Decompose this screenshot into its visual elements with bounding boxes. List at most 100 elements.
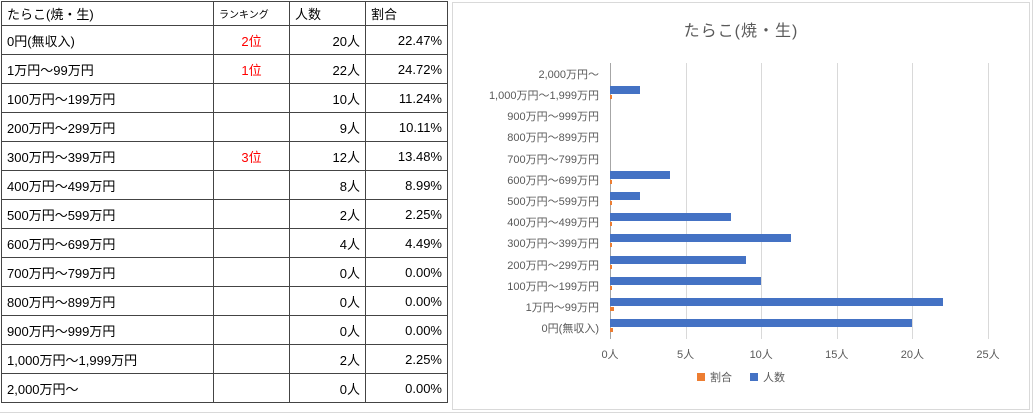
percent-bar[interactable] <box>610 94 612 99</box>
chart-plot-area[interactable] <box>610 63 989 339</box>
percent-bar[interactable] <box>610 328 614 333</box>
cell-category[interactable]: 700万円〜799万円 <box>1 257 214 287</box>
cell-percent[interactable]: 0.00% <box>365 315 448 345</box>
count-bar[interactable] <box>610 170 671 179</box>
header-rank[interactable]: ランキング <box>213 1 290 26</box>
cell-rank[interactable]: 3位 <box>213 141 290 171</box>
x-tick-label: 10人 <box>749 349 773 361</box>
cell-rank[interactable] <box>213 170 290 200</box>
cell-percent[interactable]: 11.24% <box>365 83 448 113</box>
cell-rank[interactable] <box>213 315 290 345</box>
chart-title[interactable]: たらこ(焼・生) <box>683 23 799 40</box>
cell-percent[interactable]: 0.00% <box>365 286 448 316</box>
cell-category[interactable]: 800万円〜899万円 <box>1 286 214 316</box>
cell-percent[interactable]: 2.25% <box>365 344 448 374</box>
cell-count[interactable]: 0人 <box>289 286 366 316</box>
cell-percent[interactable]: 4.49% <box>365 228 448 258</box>
cell-percent[interactable]: 2.25% <box>365 199 448 229</box>
count-bar[interactable] <box>610 319 913 328</box>
cell-count[interactable]: 8人 <box>289 170 366 200</box>
cell-count[interactable]: 20人 <box>289 25 366 55</box>
cell-rank[interactable] <box>213 83 290 113</box>
table-row: 500万円〜599万円 2人 2.25% <box>1 199 448 229</box>
cell-category[interactable]: 0円(無収入) <box>1 25 214 55</box>
cell-category[interactable]: 200万円〜299万円 <box>1 112 214 142</box>
percent-bar[interactable] <box>610 243 613 248</box>
cell-rank[interactable] <box>213 112 290 142</box>
header-percent[interactable]: 割合 <box>365 1 448 26</box>
cell-rank[interactable] <box>213 257 290 287</box>
cell-category[interactable]: 500万円〜599万円 <box>1 199 214 229</box>
cell-count[interactable]: 0人 <box>289 373 366 403</box>
cell-category[interactable]: 900万円〜999万円 <box>1 315 214 345</box>
percent-bar[interactable] <box>610 285 612 290</box>
table-row: 900万円〜999万円 0人 0.00% <box>1 315 448 345</box>
cell-count[interactable]: 4人 <box>289 228 366 258</box>
count-bar[interactable] <box>610 213 731 222</box>
cell-count[interactable]: 10人 <box>289 83 366 113</box>
count-bar[interactable] <box>610 276 762 285</box>
cell-rank[interactable] <box>213 373 290 403</box>
cell-rank[interactable]: 2位 <box>213 25 290 55</box>
cell-count[interactable]: 0人 <box>289 257 366 287</box>
cell-count[interactable]: 22人 <box>289 54 366 84</box>
percent-bar[interactable] <box>610 264 612 269</box>
chart-legend: 割合 人数 <box>453 369 1029 385</box>
count-bar[interactable] <box>610 255 747 264</box>
legend-item[interactable]: 人数 <box>750 369 785 385</box>
header-count[interactable]: 人数 <box>289 1 366 26</box>
cell-percent[interactable]: 22.47% <box>365 25 448 55</box>
cell-percent[interactable]: 0.00% <box>365 257 448 287</box>
bar-chart[interactable]: たらこ(焼・生) 0円(無収入) 1万円〜99万円 100万円〜199万円 200万円… <box>452 2 1030 410</box>
cell-percent[interactable]: 0.00% <box>365 373 448 403</box>
count-bar[interactable] <box>610 192 641 200</box>
category-label: 700万円〜799万円 <box>507 153 599 166</box>
cell-count[interactable]: 0人 <box>289 315 366 345</box>
category-label: 1,000万円〜1,999万円 <box>488 89 599 102</box>
table-header-row: たらこ(焼・生) ランキング 人数 割合 <box>1 1 448 26</box>
gridline <box>836 63 838 339</box>
count-bar[interactable] <box>610 85 641 94</box>
gridline <box>685 63 687 339</box>
percent-bar[interactable] <box>610 222 612 227</box>
legend-label: 人数 <box>763 372 785 384</box>
cell-rank[interactable] <box>213 228 290 258</box>
cell-rank[interactable] <box>213 344 290 374</box>
table-row: 2,000万円〜 0人 0.00% <box>1 373 448 403</box>
cell-category[interactable]: 400万円〜499万円 <box>1 170 214 200</box>
cell-rank[interactable] <box>213 286 290 316</box>
table-row: 100万円〜199万円 10人 11.24% <box>1 83 448 113</box>
percent-bar[interactable] <box>610 201 612 205</box>
percent-bar[interactable] <box>610 307 614 312</box>
legend-label: 割合 <box>710 372 732 384</box>
cell-rank[interactable] <box>213 199 290 229</box>
table-row: 0円(無収入) 2位 20人 22.47% <box>1 25 448 55</box>
category-label: 800万円〜899万円 <box>507 132 599 145</box>
cell-category[interactable]: 600万円〜699万円 <box>1 228 214 258</box>
cell-percent[interactable]: 8.99% <box>365 170 448 200</box>
cell-category[interactable]: 1,000万円〜1,999万円 <box>1 344 214 374</box>
cell-percent[interactable]: 10.11% <box>365 112 448 142</box>
legend-item[interactable]: 割合 <box>697 369 732 385</box>
percent-bar[interactable] <box>610 179 612 184</box>
cell-category[interactable]: 300万円〜399万円 <box>1 141 214 171</box>
cell-count[interactable]: 12人 <box>289 141 366 171</box>
category-label: 900万円〜999万円 <box>507 111 599 124</box>
cell-category[interactable]: 1万円〜99万円 <box>1 54 214 84</box>
gridline <box>761 63 763 339</box>
cell-count[interactable]: 2人 <box>289 344 366 374</box>
cell-percent[interactable]: 13.48% <box>365 141 448 171</box>
income-distribution-table: たらこ(焼・生) ランキング 人数 割合 0円(無収入) 2位 20人 22.47% 1… <box>1 1 448 403</box>
cell-category[interactable]: 2,000万円〜 <box>1 373 214 403</box>
x-tick-label: 25人 <box>976 349 1000 361</box>
cell-count[interactable]: 2人 <box>289 199 366 229</box>
header-category[interactable]: たらこ(焼・生) <box>1 1 214 26</box>
x-tick-label: 15人 <box>825 349 849 361</box>
count-bar[interactable] <box>610 234 792 243</box>
cell-category[interactable]: 100万円〜199万円 <box>1 83 214 113</box>
category-label: 1万円〜99万円 <box>525 302 599 315</box>
cell-rank[interactable]: 1位 <box>213 54 290 84</box>
count-bar[interactable] <box>610 298 943 307</box>
cell-percent[interactable]: 24.72% <box>365 54 448 84</box>
cell-count[interactable]: 9人 <box>289 112 366 142</box>
